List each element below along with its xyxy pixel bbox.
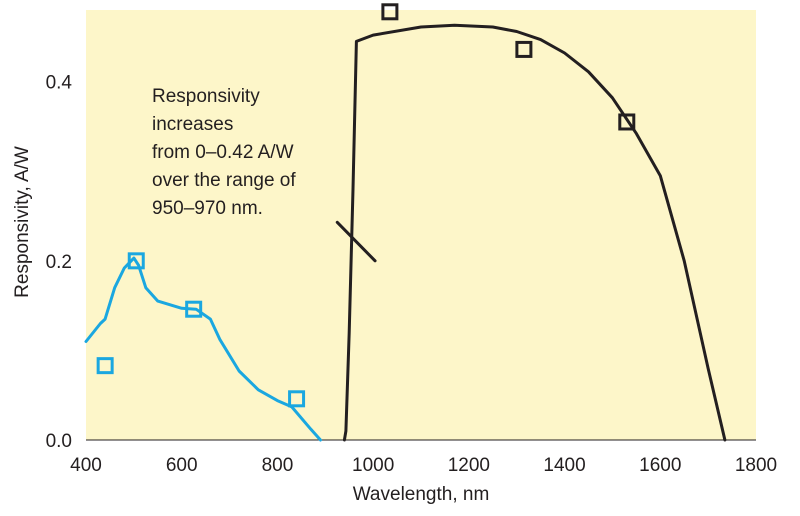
x-tick-label: 400	[70, 455, 102, 476]
annotation-line: 950–970 nm.	[152, 198, 263, 219]
plot-background	[86, 10, 756, 440]
data-point-marker	[185, 300, 203, 318]
annotation: Responsivity increases from 0–0.42 A/W over…	[152, 86, 377, 263]
y-axis-title: Responsivity, A/W	[12, 146, 33, 298]
y-tick-label: 0.4	[46, 73, 73, 94]
x-axis-title: Wavelength, nm	[353, 484, 490, 505]
annotation-pointer	[335, 220, 377, 263]
x-tick-label: 1400	[543, 455, 585, 476]
data-point-marker	[96, 357, 114, 375]
data-point-marker	[288, 390, 306, 408]
x-tick-label: 800	[262, 455, 294, 476]
data-point-marker	[618, 113, 636, 131]
x-tick-label: 1200	[448, 455, 490, 476]
series-1	[84, 252, 322, 442]
data-point-marker	[381, 3, 399, 21]
series-2	[342, 3, 727, 442]
annotation-line: increases	[152, 114, 233, 135]
series-layer	[84, 3, 727, 442]
annotation-line: from 0–0.42 A/W	[152, 142, 294, 163]
x-tick-label: 600	[166, 455, 198, 476]
y-tick-label: 0.0	[46, 431, 72, 452]
x-tick-labels: 400 600 800 1000 1200 1400 1600 1800	[70, 455, 777, 476]
data-point-marker	[127, 252, 145, 270]
data-point-marker	[515, 40, 533, 58]
annotation-line: Responsivity	[152, 86, 260, 107]
y-tick-labels: 0.0 0.2 0.4	[46, 73, 73, 452]
x-tick-label: 1600	[639, 455, 681, 476]
series-line	[84, 256, 322, 442]
series-line	[342, 23, 727, 442]
x-tick-label: 1800	[735, 455, 777, 476]
y-tick-label: 0.2	[46, 252, 72, 273]
x-tick-label: 1000	[352, 455, 394, 476]
annotation-line: over the range of	[152, 170, 296, 191]
